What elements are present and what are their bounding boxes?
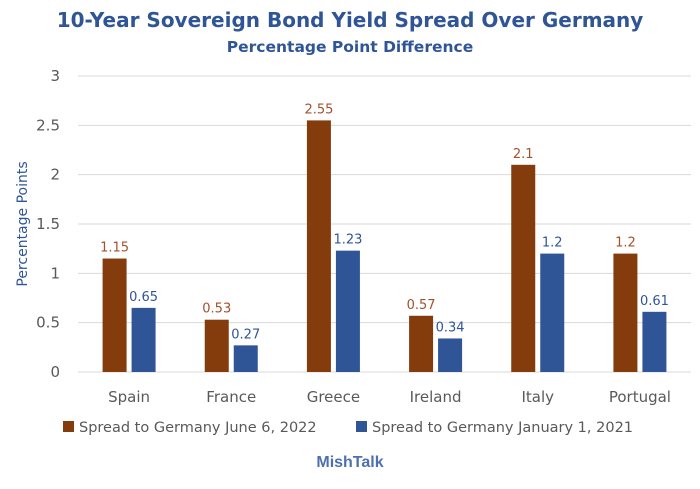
bar-greece-series-0 (306, 120, 331, 373)
data-labels: 1.15 0.65 0.530.27 2.55 1.23 0.570.34 2.1 1.2 1.… (100, 102, 669, 342)
chart-title: 10-Year Sovereign Bond Yield Spread Over… (57, 8, 644, 32)
data-label: 0.57 (407, 298, 436, 313)
y-tick-label: 0.5 (36, 314, 60, 332)
data-label: 2.1 (513, 147, 534, 162)
y-axis-ticks: 0 0.5 1 1.5 2 2.5 3 (36, 67, 60, 381)
bar-ireland-series-1 (438, 338, 463, 372)
x-tick-label: Italy (521, 388, 554, 406)
legend-label-january-2021: Spread to Germany January 1, 2021 (372, 420, 633, 436)
bar-italy-series-1 (540, 253, 565, 372)
legend-swatch-june-2022 (63, 421, 74, 432)
bar-france-series-0 (204, 319, 229, 372)
legend-swatch-january-2021 (356, 421, 367, 432)
bar-portugal-series-0 (613, 253, 638, 372)
x-tick-label: Ireland (410, 388, 462, 406)
data-label: 0.65 (129, 290, 158, 305)
y-tick-label: 3 (50, 67, 60, 85)
bar-ireland-series-0 (409, 315, 434, 372)
y-tick-label: 2 (50, 166, 60, 184)
x-tick-label: France (206, 388, 256, 406)
y-tick-label: 2.5 (36, 116, 60, 134)
data-label: 1.2 (615, 236, 636, 251)
chart-subtitle: Percentage Point Difference (227, 38, 473, 56)
x-axis-ticks: Spain France Greece Ireland Italy Portugal (108, 388, 671, 406)
footer-source: MishTalk (316, 454, 383, 471)
bar-portugal-series-1 (642, 311, 667, 372)
y-axis-label: Percentage Points (15, 161, 31, 286)
data-label: 0.27 (231, 327, 260, 342)
bar-greece-series-1 (335, 250, 360, 372)
x-tick-label: Portugal (609, 388, 671, 406)
bar-spain-series-0 (102, 258, 127, 372)
data-label: 0.61 (640, 294, 669, 309)
data-label: 2.55 (304, 102, 333, 117)
gridlines (78, 75, 691, 373)
data-label: 1.2 (542, 236, 563, 251)
y-tick-label: 1.5 (36, 215, 60, 233)
x-tick-label: Greece (307, 388, 360, 406)
data-label: 1.23 (333, 233, 362, 248)
data-label: 1.15 (100, 241, 129, 256)
data-label: 0.53 (202, 302, 231, 317)
y-tick-label: 0 (50, 363, 60, 381)
x-tick-label: Spain (108, 388, 150, 406)
y-tick-label: 1 (50, 264, 60, 282)
data-label: 0.34 (436, 320, 465, 335)
legend: Spread to Germany June 6, 2022 Spread to… (63, 420, 633, 436)
bar-france-series-1 (233, 345, 258, 372)
bar-italy-series-0 (511, 164, 536, 372)
legend-label-june-2022: Spread to Germany June 6, 2022 (79, 420, 317, 436)
bars (102, 120, 667, 373)
bar-spain-series-1 (131, 307, 156, 372)
